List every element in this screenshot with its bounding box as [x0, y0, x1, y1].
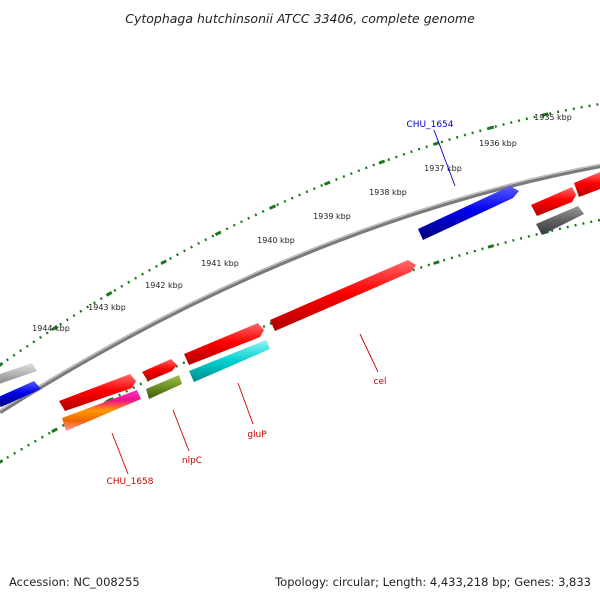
leader-chu-1658	[111, 432, 129, 475]
gene-label-nlpc[interactable]: nlpC	[182, 456, 202, 466]
map-title: Cytophaga hutchinsonii ATCC 33406, compl…	[125, 11, 475, 26]
inner-major-tick-8	[433, 260, 440, 265]
inner-major-tick-0	[0, 459, 4, 464]
leader-glup	[237, 382, 254, 425]
kbp-label-1937: 1937 kbp	[424, 164, 462, 173]
forward-strand-features	[0, 172, 600, 407]
leader-cel	[359, 333, 379, 373]
gene-nlpc-feature[interactable]	[146, 375, 182, 399]
feature-gray-left[interactable]	[0, 363, 37, 384]
feature-red-mid-1[interactable]	[184, 323, 264, 365]
major-tick-marks	[0, 112, 549, 367]
gene-glup-feature[interactable]	[189, 340, 270, 382]
kbp-label-1939: 1939 kbp	[313, 212, 351, 221]
kbp-label-1940: 1940 kbp	[257, 236, 295, 245]
feature-blue-left[interactable]	[0, 381, 41, 407]
inner-major-tick-1	[51, 427, 58, 434]
outer-major-tick-9	[487, 125, 495, 131]
gene-label-chu-1658[interactable]: CHU_1658	[106, 477, 153, 487]
outer-major-tick-1	[51, 325, 58, 332]
outer-major-tick-10	[542, 112, 549, 117]
kbp-label-1944: 1944 kbp	[32, 324, 70, 333]
kbp-label-1941: 1941 kbp	[201, 259, 239, 268]
gene-label-cel[interactable]: cel	[374, 377, 387, 387]
genome-backbone	[0, 163, 600, 414]
gene-label-leaders	[111, 129, 456, 475]
reverse-strand-features	[59, 206, 584, 431]
kbp-label-1938: 1938 kbp	[369, 188, 407, 197]
accession-text: Accession: NC_008255	[9, 575, 140, 589]
leader-chu-1654	[433, 129, 456, 187]
outer-major-tick-8	[433, 141, 440, 146]
inner-major-tick-9	[487, 244, 495, 249]
kbp-label-1943: 1943 kbp	[88, 303, 126, 312]
kbp-label-1936: 1936 kbp	[479, 139, 517, 148]
outer-major-tick-3	[160, 259, 168, 266]
gene-chu-1658-feature[interactable]	[62, 390, 141, 431]
gene-chu-1658-arrow[interactable]	[59, 374, 136, 411]
outer-major-tick-5	[269, 204, 277, 210]
leader-nlpc	[172, 409, 190, 452]
genome-backbone-highlight	[0, 163, 600, 412]
feature-darkgray-right[interactable]	[536, 206, 584, 235]
outer-major-tick-4	[214, 230, 222, 237]
topology-text: Topology: circular; Length: 4,433,218 bp…	[274, 575, 591, 589]
kbp-label-1935: 1935 kbp	[534, 113, 572, 122]
feature-red-small[interactable]	[142, 359, 177, 381]
outer-major-tick-6	[323, 180, 331, 186]
gene-label-glup[interactable]: gluP	[247, 430, 267, 440]
gene-label-chu-1654[interactable]: CHU_1654	[406, 120, 453, 130]
feature-red-top-right-2[interactable]	[574, 172, 600, 197]
gene-chu-1654-arrow[interactable]	[418, 186, 519, 240]
gene-cel-arrow[interactable]	[270, 260, 416, 331]
outer-tick-ring	[0, 102, 600, 366]
feature-red-top-right-1[interactable]	[531, 187, 576, 216]
outer-major-tick-7	[378, 159, 386, 165]
outer-major-tick-0	[0, 362, 4, 367]
kbp-label-1942: 1942 kbp	[145, 281, 183, 290]
outer-major-tick-2	[105, 291, 113, 297]
